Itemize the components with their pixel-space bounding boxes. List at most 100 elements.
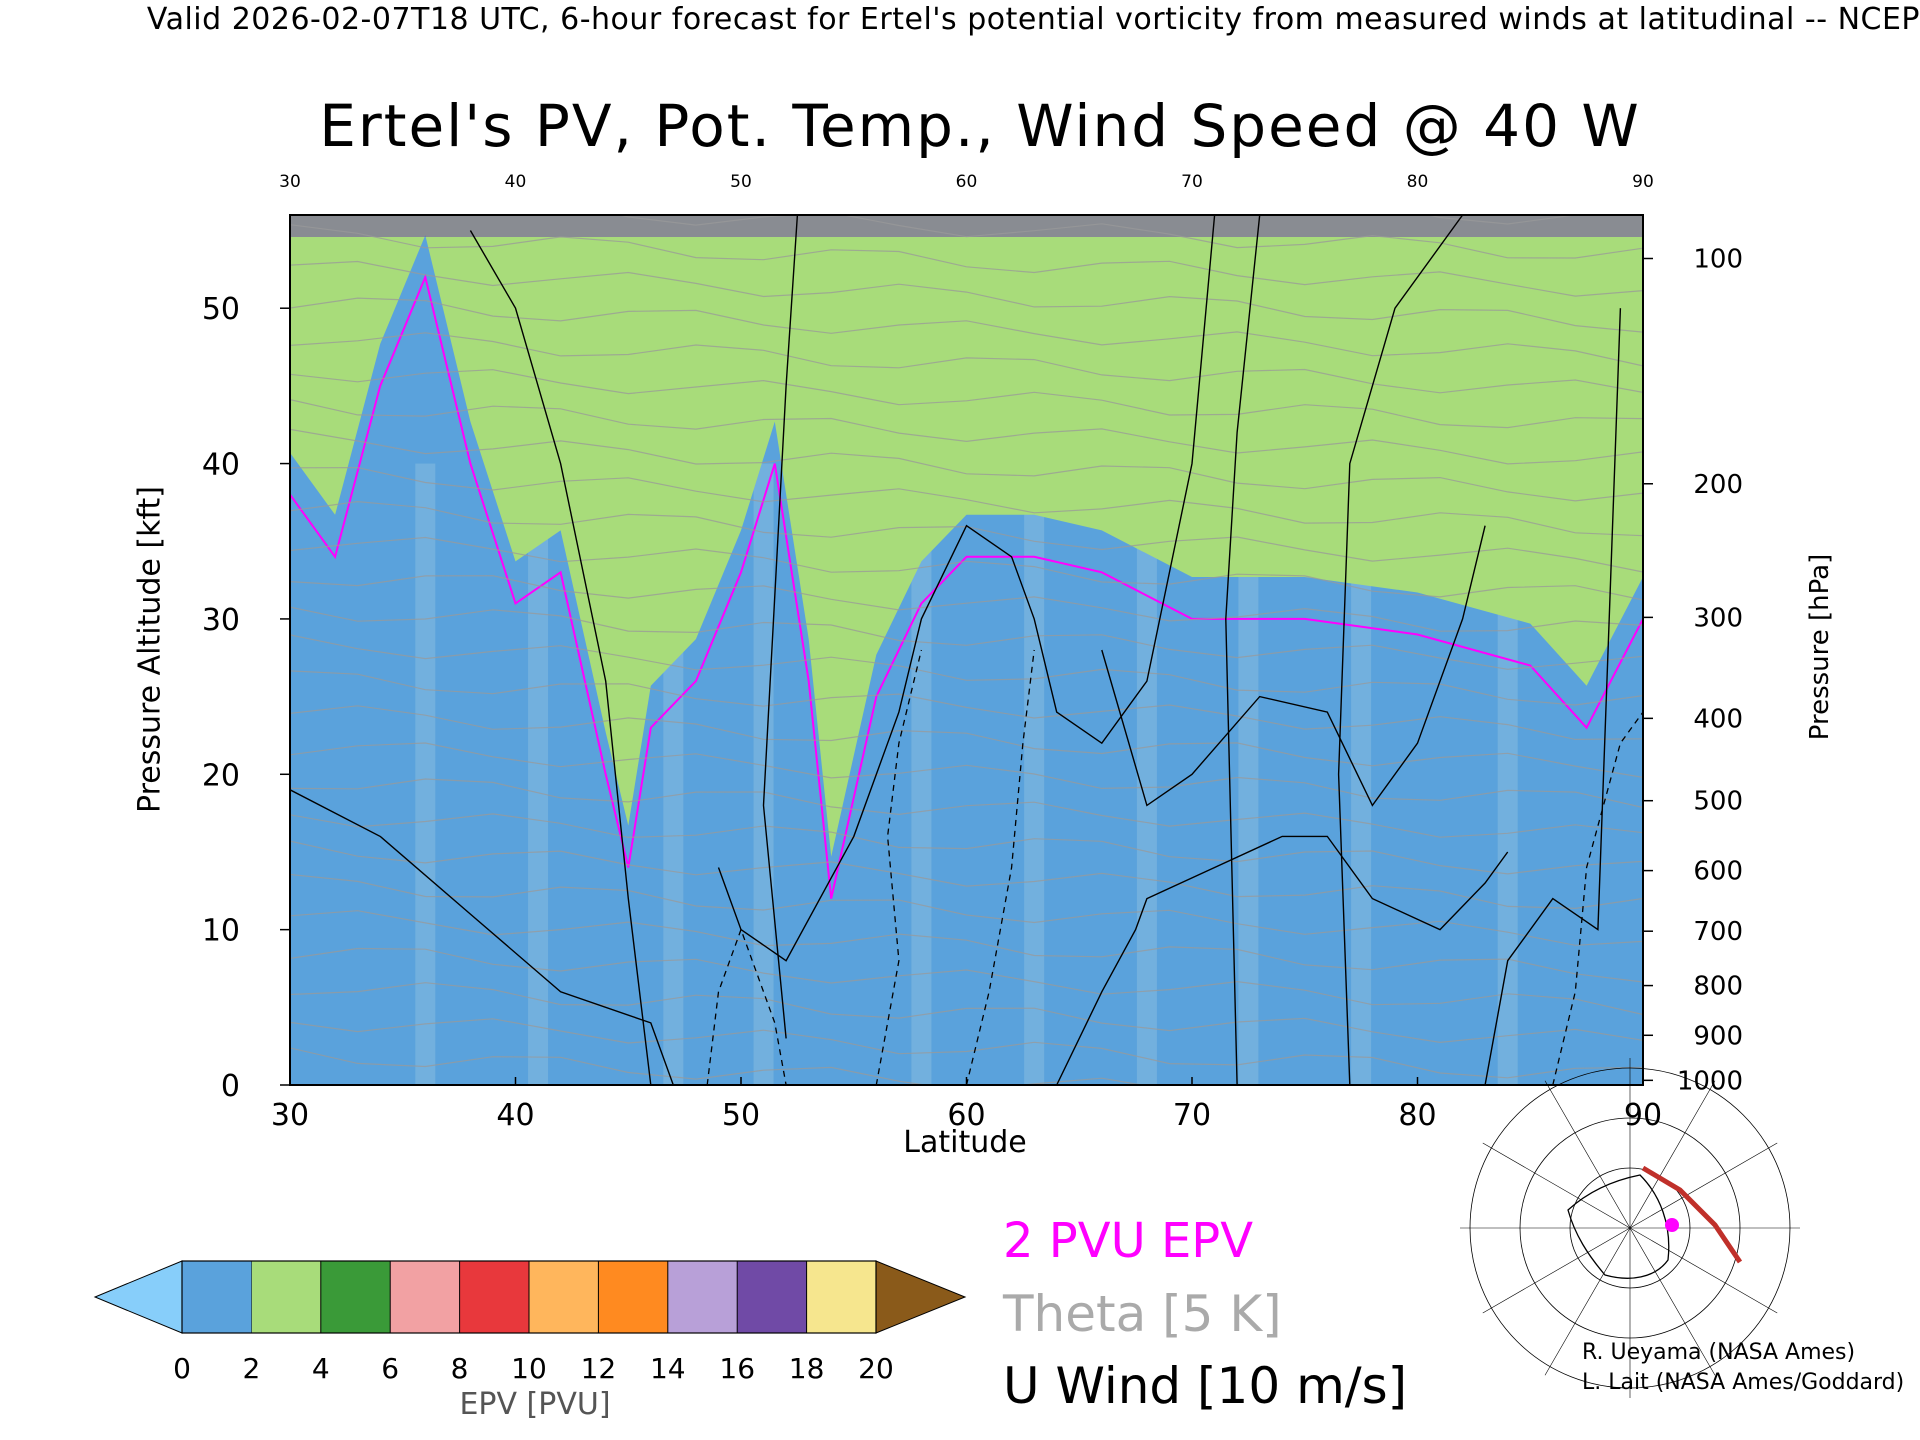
pv-top-layer [290, 215, 1643, 237]
y-tick-label: 0 [221, 1069, 240, 1104]
theta-isentrope [290, 399, 1643, 465]
colorbar-segment [737, 1261, 808, 1333]
pressure-tick-label: 300 [1693, 603, 1743, 633]
u-wind-contour [1484, 308, 1622, 1085]
colorbar-segment [667, 1261, 738, 1333]
colorbar-tick-label: 10 [511, 1352, 547, 1385]
pv-band [290, 215, 1643, 857]
colorbar-tick-label: 0 [173, 1352, 191, 1385]
colorbar-tick-label: 6 [381, 1352, 399, 1385]
colorbar-segment [598, 1261, 669, 1333]
x-tick-label: 90 [1624, 1098, 1662, 1133]
colorbar-tick-label: 16 [719, 1352, 755, 1385]
x-tick-label: 80 [1398, 1098, 1436, 1133]
theta-isentrope [290, 742, 1643, 809]
x-top-tick-label: 90 [1632, 172, 1654, 192]
chart-title: Ertel's PV, Pot. Temp., Wind Speed @ 40 … [319, 92, 1641, 160]
u-wind-contour [717, 215, 1216, 962]
pv-streak [1497, 463, 1518, 1085]
map-meridian [1544, 1080, 1631, 1229]
legend-theta: Theta [5 K] [1003, 1285, 1282, 1343]
theta-isentrope [290, 670, 1643, 741]
credit-line-1: R. Ueyama (NASA Ames) [1582, 1340, 1856, 1365]
colorbar-segment [182, 1261, 252, 1333]
legend-2pvu: 2 PVU EPV [1003, 1213, 1254, 1269]
theta-isentrope [290, 536, 1643, 601]
colorbar-segment [320, 1261, 391, 1333]
colorbar-over-arrow [875, 1260, 967, 1334]
theta-isentrope [290, 813, 1643, 875]
tropopause-2pvu-line [290, 273, 1643, 899]
u-wind-contour [1225, 215, 1261, 1085]
u-wind-contour [469, 230, 652, 1085]
theta-isentrope [290, 778, 1643, 838]
colorbar-segment [529, 1261, 599, 1333]
u-wind-contour [1101, 525, 1486, 807]
theta-isentrope [290, 606, 1643, 670]
theta-isentrope [290, 982, 1643, 1044]
theta-isentrope [290, 332, 1643, 394]
map-meridian [1629, 1227, 1716, 1376]
credits: R. Ueyama (NASA Ames) L. Lait (NASA Ames… [1582, 1338, 1904, 1398]
theta-isentrope [290, 224, 1643, 297]
colorbar-tick-label: 14 [650, 1352, 686, 1385]
y-tick-label: 40 [202, 448, 240, 483]
pressure-tick-label: 400 [1693, 704, 1743, 734]
colorbar: 0 2 4 6 8 10 12 14 16 18 20 [93, 1260, 967, 1385]
theta-isentrope [290, 369, 1643, 429]
pv-streak [753, 463, 774, 1085]
map-cross-section-line [1641, 1165, 1743, 1264]
x-tick-label: 40 [496, 1098, 534, 1133]
theta-isentrope [290, 1047, 1146, 1085]
pressure-tick-label: 100 [1693, 245, 1743, 275]
map-meridian [1629, 1227, 1778, 1314]
u-wind-contour [762, 215, 799, 1039]
colorbar-tick-label: 12 [581, 1352, 617, 1385]
theta-isentrope [290, 260, 1643, 333]
legend-u-wind: U Wind [10 m/s] [1003, 1357, 1408, 1415]
pressure-tick-label: 500 [1693, 787, 1743, 817]
credit-line-2: L. Lait (NASA Ames/Goddard) [1582, 1370, 1905, 1395]
y-tick-label: 50 [202, 292, 240, 327]
x-top-tick-label: 50 [730, 172, 752, 192]
x-tick-label: 60 [947, 1098, 985, 1133]
location-map [1460, 1058, 1800, 1398]
u-wind-contour [1056, 835, 1509, 1085]
u-wind-negative-contour [875, 649, 923, 1085]
map-meridian [1629, 1080, 1716, 1229]
colorbar-tick-label: 2 [242, 1352, 260, 1385]
pressure-tick-label: 700 [1693, 917, 1743, 947]
colorbar-segment [251, 1261, 322, 1333]
theta-isentrope [290, 575, 1643, 632]
y-tick-label: 30 [202, 603, 240, 638]
x-top-tick-label: 40 [505, 172, 527, 192]
x-top-tick-label: 60 [956, 172, 978, 192]
pressure-tick-label: 800 [1693, 972, 1743, 1002]
theta-isentrope [290, 466, 1643, 537]
colorbar-tick-label: 20 [858, 1352, 894, 1385]
plot-area [290, 215, 1643, 1085]
colorbar-frame [181, 1260, 877, 1334]
theta-isentrope [290, 947, 1643, 1016]
map-meridian [1482, 1142, 1631, 1229]
theta-isentrope [616, 215, 1643, 259]
u-wind-negative-contour [965, 649, 1035, 1085]
theta-isentrope [290, 297, 1643, 367]
x-axis-label: Latitude [903, 1125, 1027, 1160]
map-meridian [1544, 1227, 1631, 1376]
u-wind-negative-contour [706, 927, 787, 1085]
colorbar-tick-label: 8 [451, 1352, 469, 1385]
pressure-tick-label: 600 [1693, 857, 1743, 887]
x-tick-label: 50 [722, 1098, 760, 1133]
pressure-tick-label: 1000 [1677, 1066, 1743, 1096]
x-top-tick-label: 30 [279, 172, 301, 192]
theta-isentrope [290, 428, 1643, 502]
colorbar-segment [806, 1261, 877, 1333]
colorbar-under-arrow [93, 1260, 183, 1334]
pv-streak [415, 463, 436, 1085]
x-tick-label: 70 [1173, 1098, 1211, 1133]
pv-streak [911, 463, 932, 1085]
u-wind-contour [1337, 215, 1464, 1085]
pressure-tick-label: 900 [1693, 1021, 1743, 1051]
